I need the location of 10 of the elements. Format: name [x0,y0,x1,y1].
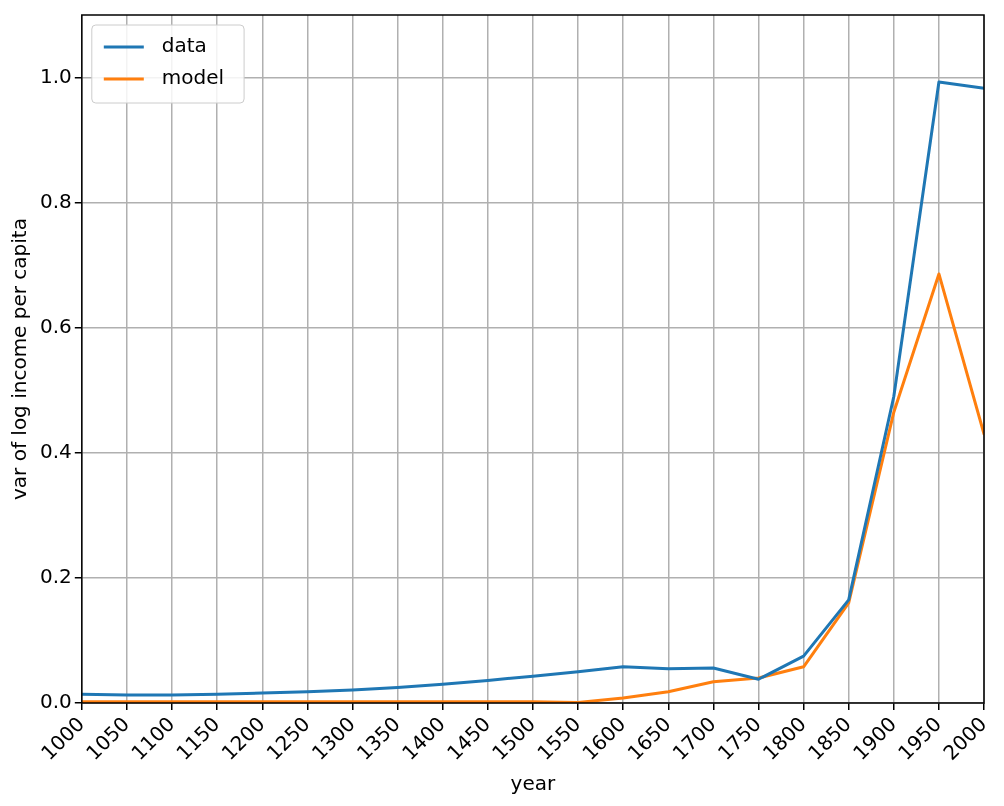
y-tick-label: 0.6 [39,313,72,338]
y-tick-label: 0.2 [39,564,72,589]
y-tick-label: 0.8 [39,188,72,213]
legend-label: data [161,33,207,58]
y-tick-label: 1.0 [39,63,72,88]
x-axis-title: year [510,771,556,796]
legend-label: model [161,65,225,90]
y-tick-label: 0.0 [39,689,72,714]
y-tick-label: 0.4 [39,439,72,464]
y-axis-title: var of log income per capita [7,218,32,500]
